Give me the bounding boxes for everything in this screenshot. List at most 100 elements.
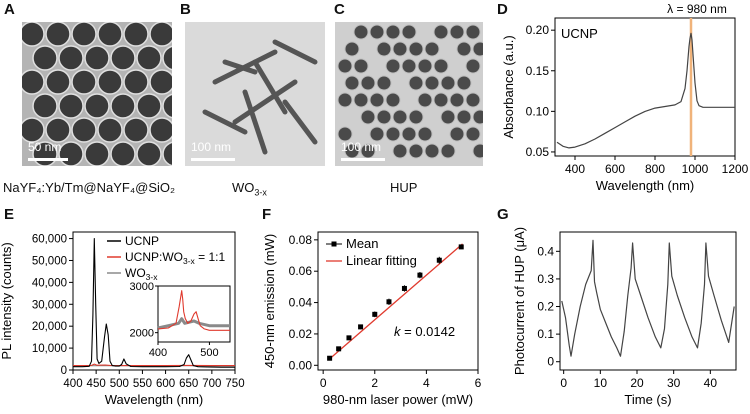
tem-rod [232, 79, 298, 125]
y-tick-label: 0.06 [289, 264, 313, 278]
tem-particle [162, 93, 172, 119]
tem-image-wo3x: 100 nm [185, 22, 325, 166]
y-tick-label: 0 [61, 365, 67, 377]
linear-fit-line [327, 243, 463, 361]
tem-particle [408, 75, 424, 91]
tem-particle [456, 109, 472, 125]
tem-particle [149, 22, 172, 47]
panel-f-group: 0 2 4 6 0.00 0.02 0.04 0.06 0.08 980-nm laser pow… [262, 231, 482, 407]
tem-image-hup: 100 nm [335, 22, 483, 166]
tem-particle [401, 126, 417, 142]
panel-e-group: 400 450 500 550 600 650 700 750 0 10,000 20,000 30,… [0, 231, 245, 407]
tem-rod [282, 99, 318, 145]
tem-particle [123, 69, 149, 95]
tem-particle [385, 92, 401, 108]
tem-particle [408, 41, 424, 57]
panel-letter-c: C [334, 1, 345, 18]
panel-letter-e: E [4, 206, 15, 223]
tem-particle [424, 143, 440, 159]
y-tick-label: 0.15 [526, 64, 550, 78]
x-tick-label: 40 [704, 376, 718, 390]
tem-particle [353, 24, 369, 40]
caption-b-main: WO [232, 180, 255, 195]
tem-particle [71, 117, 97, 143]
x-axis-label: Wavelength (nm) [105, 392, 204, 407]
mean-point [327, 355, 333, 361]
scale-bar-b [191, 158, 235, 161]
mean-point [386, 299, 392, 305]
caption-a: NaYF₄:Yb/Tm@NaYF₄@SiO₂ [3, 180, 176, 195]
tem-particle [449, 126, 465, 142]
tem-particle [417, 92, 433, 108]
tem-particle [71, 69, 97, 95]
x-tick-label: 600 [605, 162, 625, 176]
tem-rod [242, 89, 268, 155]
tem-particle [84, 45, 110, 71]
tem-particle [385, 24, 401, 40]
panel-g-group: 0 10 20 30 40 0 0.1 0.2 0.3 0.4 Time (s) Photocurre… [512, 227, 737, 407]
absorbance-curve [556, 32, 735, 149]
tem-particle [136, 93, 162, 119]
tem-particle [337, 58, 353, 74]
pl-series [72, 363, 235, 367]
tem-rod [222, 59, 258, 75]
y-axis-label: Absorbance (a.u.) [501, 35, 516, 138]
tem-particle [97, 117, 123, 143]
tem-particle [344, 41, 360, 57]
legend-text: UCNP [125, 234, 159, 248]
tem-particle [71, 22, 97, 47]
x-tick-label: 0 [320, 376, 327, 390]
tem-particle [136, 45, 162, 71]
x-tick-label: 650 [179, 378, 198, 390]
x-axis-label: Wavelength (nm) [596, 178, 695, 193]
slope-k: k [394, 324, 402, 339]
plot-frame [72, 231, 236, 371]
panel-letter-b: B [180, 1, 191, 18]
tem-particle [110, 141, 136, 166]
plot-frame [554, 17, 736, 157]
tem-particle [465, 92, 481, 108]
y-tick-label: 0.08 [289, 233, 313, 247]
tem-particle [45, 22, 71, 47]
tem-particle [433, 24, 449, 40]
panel-letter-d: D [497, 1, 508, 18]
tem-particle [97, 69, 123, 95]
x-tick-label: 800 [645, 162, 665, 176]
tem-particle [408, 143, 424, 159]
legend-subscript: 3-x [183, 256, 196, 266]
chart-annotation-ucnp: UCNP [561, 26, 598, 41]
tem-particle [162, 45, 172, 71]
legend-text-mean: Mean [346, 236, 379, 251]
y-tick-label: 0.04 [289, 296, 313, 310]
legend-entry: UCNP [125, 234, 159, 248]
slope-annotation: k = 0.0142 [394, 324, 455, 339]
mean-point [372, 311, 378, 317]
tem-particle [465, 126, 481, 142]
tem-particle [417, 58, 433, 74]
mean-point [417, 272, 423, 278]
mean-point [358, 324, 364, 330]
tem-particle [136, 141, 162, 166]
mean-point [401, 285, 407, 291]
inset-red-curve [157, 290, 230, 331]
tem-particle [408, 109, 424, 125]
tem-particle [32, 93, 58, 119]
tem-particle [97, 22, 123, 47]
legend-ratio: = 1:1 [195, 250, 226, 264]
tem-particle [369, 24, 385, 40]
tem-particle [401, 24, 417, 40]
x-tick-label: 2 [371, 376, 378, 390]
tem-particle [376, 109, 392, 125]
y-axis-label: 450-nm emission (mW) [262, 234, 277, 368]
tem-particle [401, 58, 417, 74]
y-axis-label: PL intensity (counts) [0, 242, 14, 359]
y-tick-label: 10,000 [32, 343, 67, 355]
tem-particle [472, 109, 483, 125]
tem-particle [58, 45, 84, 71]
tem-particle [123, 117, 149, 143]
y-tick-label: 0.2 [537, 300, 554, 314]
scale-label-a: 50 nm [28, 140, 62, 154]
tem-particle [449, 24, 465, 40]
tem-particle [417, 126, 433, 142]
tem-particle [392, 41, 408, 57]
